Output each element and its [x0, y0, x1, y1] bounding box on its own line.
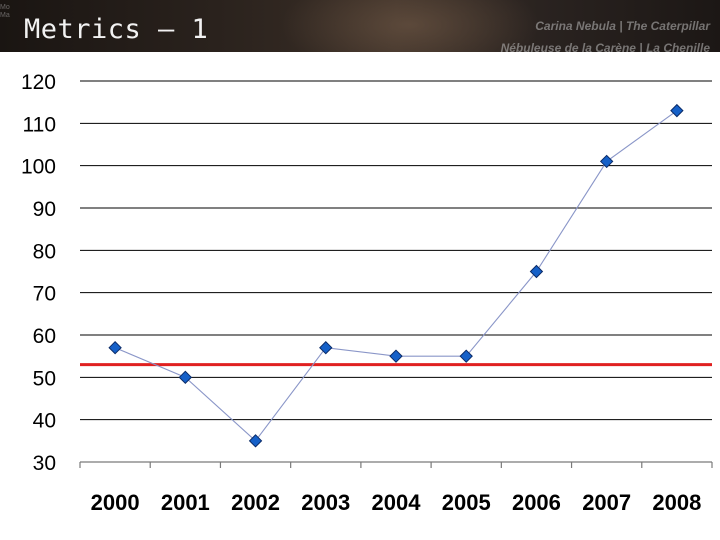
data-point-marker: [248, 434, 263, 448]
image-caption-french: Nébuleuse de la Carène | La Chenille: [500, 41, 710, 52]
y-tick-label: 60: [33, 325, 56, 348]
data-point-marker: [319, 340, 333, 355]
x-tick-label: 2008: [652, 490, 701, 515]
x-tick-label: 2003: [301, 490, 350, 515]
y-tick-label: 30: [33, 452, 56, 475]
data-point-marker: [529, 264, 544, 279]
x-tick-label: 2007: [582, 490, 631, 515]
image-caption-english: Carina Nebula | The Caterpillar: [535, 19, 710, 33]
x-axis-ticks: 2000 2001 2002 2003 2004 2005 2006 2007 2008: [91, 490, 702, 515]
y-tick-label: 40: [33, 410, 56, 433]
x-axis: [79, 461, 713, 468]
banner-side-text: Mo Ma: [0, 4, 10, 19]
x-tick-label: 2001: [161, 490, 210, 515]
y-tick-label: 50: [33, 367, 56, 390]
x-tick-label: 2006: [512, 490, 561, 515]
data-point-marker: [459, 349, 473, 363]
slide-title: Metrics – 1: [24, 14, 209, 45]
x-tick-label: 2000: [91, 490, 140, 515]
nebula-background: [280, 0, 540, 52]
line-chart: 120 110 100 90 80 70 60 50 40 30 2000 2001 2002 2003…: [21, 71, 713, 515]
data-point-marker: [178, 370, 193, 385]
title-banner: Mo Ma Metrics – 1 Carina Nebula | The Ca…: [0, 0, 720, 52]
series-layer: [108, 103, 684, 448]
x-tick-label: 2004: [372, 490, 422, 515]
x-tick-label: 2002: [231, 490, 280, 515]
y-tick-label: 100: [21, 156, 56, 179]
gridlines: [80, 80, 712, 421]
data-point-marker: [389, 349, 403, 363]
data-point-marker: [108, 340, 122, 355]
chart-area: 120 110 100 90 80 70 60 50 40 30 2000 2001 2002 2003…: [0, 52, 720, 540]
y-tick-label: 70: [33, 283, 56, 306]
y-axis-ticks: 120 110 100 90 80 70 60 50 40 30: [21, 71, 56, 475]
x-tick-label: 2005: [442, 490, 491, 515]
y-tick-label: 80: [33, 240, 56, 263]
y-tick-label: 120: [21, 71, 56, 94]
series-line: [114, 110, 678, 442]
y-tick-label: 110: [23, 113, 56, 136]
data-point-marker: [599, 154, 614, 169]
data-point-marker: [670, 103, 684, 118]
y-tick-label: 90: [33, 198, 56, 221]
